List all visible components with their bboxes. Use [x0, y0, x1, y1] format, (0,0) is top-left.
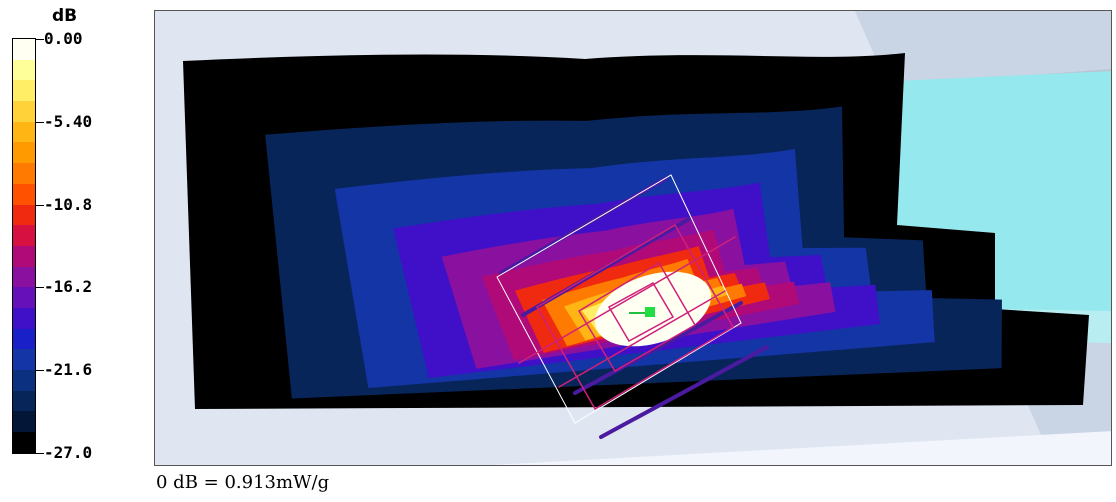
colorbar-tick: [36, 121, 44, 123]
colorbar-swatch: [13, 432, 35, 453]
colorbar-tick-label: -10.8: [44, 194, 93, 214]
colorbar-tick: [36, 370, 44, 372]
colorbar-swatch: [13, 59, 35, 81]
colorbar-tick: [36, 453, 44, 454]
probe-feed-2: [558, 290, 726, 388]
colorbar-swatch: [13, 287, 35, 308]
colorbar-swatch: [13, 121, 35, 143]
colorbar-swatch: [13, 349, 35, 370]
colorbar-tick: [36, 204, 44, 206]
colorbar-swatch: [13, 225, 35, 246]
colorbar-swatch: [13, 142, 35, 164]
colorbar-tick-label: -5.40: [44, 111, 93, 131]
colorbar-swatch: [13, 390, 35, 412]
colorbar-tick: [36, 287, 44, 289]
probe-outline-inner: [577, 261, 697, 373]
colorbar-unit: dB: [52, 6, 78, 26]
plot-area: [154, 10, 1112, 466]
model-block: [895, 71, 1111, 319]
colorbar-swatch: [13, 266, 35, 288]
probe-outline-mid: [535, 223, 735, 411]
colorbar-swatch: [13, 39, 35, 60]
antenna-arm-4: [599, 345, 769, 439]
reference-note: 0 dB = 0.913mW/g: [156, 472, 330, 493]
colorbar-tick-label: -27.0: [44, 443, 93, 462]
probe-feed-1: [518, 236, 736, 364]
colorbar: [12, 38, 36, 454]
field-distribution-map: [155, 11, 1111, 465]
colorbar-tick: [36, 39, 44, 40]
colorbar-swatch: [13, 307, 35, 329]
colorbar-swatch: [13, 183, 35, 205]
antenna-traces: [496, 174, 769, 439]
colorbar-swatch: [13, 204, 35, 226]
probe-outline-outer: [496, 174, 742, 424]
colorbar-swatch: [13, 328, 35, 350]
colorbar-swatch: [13, 101, 35, 122]
colorbar-swatch: [13, 80, 35, 102]
colorbar-tick-label: 0.00: [44, 29, 83, 48]
colorbar-swatch: [13, 245, 35, 267]
antenna-arm-3: [573, 301, 743, 395]
colorbar-swatch: [13, 163, 35, 184]
probe-outline-core: [607, 281, 675, 343]
model-foreground: [491, 431, 1111, 465]
colorbar-swatch: [13, 370, 35, 391]
colorbar-tick-label: -21.6: [44, 360, 93, 380]
colorbar-tick-label: -16.2: [44, 277, 93, 297]
probe-marker: [645, 307, 655, 317]
colorbar-swatch: [13, 411, 35, 433]
